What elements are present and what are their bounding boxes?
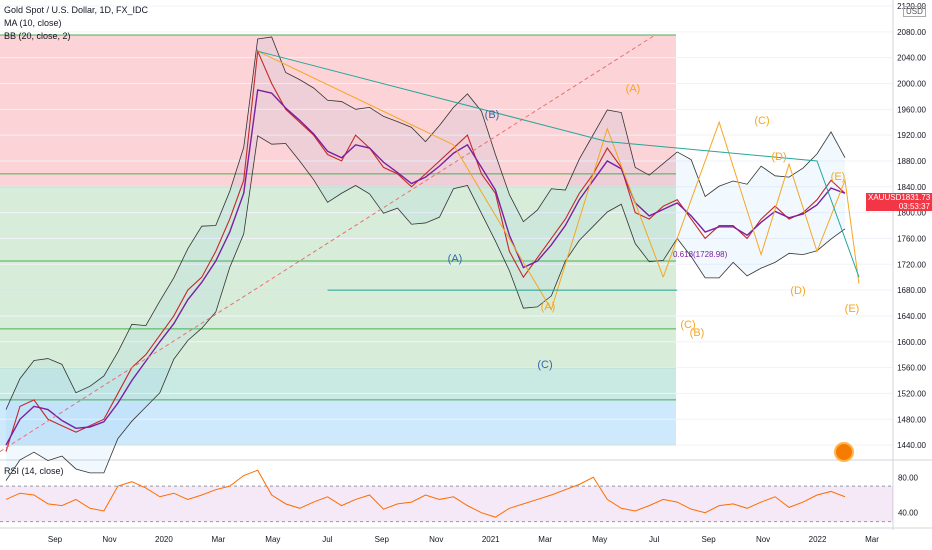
time-tick: May <box>592 535 607 544</box>
time-tick: Jul <box>649 535 659 544</box>
triangle-right <box>607 141 860 278</box>
price-axis[interactable]: 2120.002080.002040.002000.001960.001920.… <box>897 2 926 518</box>
zone-band <box>0 35 676 174</box>
chart-title: Gold Spot / U.S. Dollar, 1D, FX_IDC <box>4 5 149 15</box>
price-tick: 1720.00 <box>897 260 926 269</box>
zone-band <box>0 261 676 291</box>
price-tick: 2000.00 <box>897 79 926 88</box>
price-badge-symbol: XAUUSD <box>868 193 902 202</box>
price-tick: 1440.00 <box>897 441 926 450</box>
zone-band <box>0 173 676 187</box>
price-tick: 2040.00 <box>897 54 926 63</box>
trend-dashed <box>0 34 656 452</box>
price-badge: XAUUSD 1831.73 03:53:37 <box>866 193 932 211</box>
wave-labels: (A)(B)(C)(A)(A)(C)(B)(C)(D)(D)(E)(E)0.61… <box>448 83 860 371</box>
price-tick: 1760.00 <box>897 234 926 243</box>
bb-fill <box>6 36 845 481</box>
zone-band <box>0 186 676 262</box>
rsi-band <box>0 486 893 522</box>
price-tick: 1600.00 <box>897 338 926 347</box>
wave-label: (A) <box>541 301 556 313</box>
price-tick: 1920.00 <box>897 131 926 140</box>
time-tick: Mar <box>212 535 226 544</box>
rsi-tick: 80.00 <box>898 473 919 482</box>
price-tick: 1880.00 <box>897 157 926 166</box>
series-line-0 <box>5 49 846 452</box>
time-tick: 2020 <box>155 535 173 544</box>
price-tick: 1840.00 <box>897 183 926 192</box>
rsi-line <box>5 469 846 518</box>
news-icon[interactable] <box>834 442 854 462</box>
price-tick: 1520.00 <box>897 389 926 398</box>
bb-upper <box>5 36 846 410</box>
price-badge-price: 1831.73 <box>901 193 931 202</box>
fib-label: 0.618(1728.98) <box>673 250 728 259</box>
time-tick: Jul <box>322 535 332 544</box>
wave-label: (D) <box>771 151 786 163</box>
price-tick: 1560.00 <box>897 364 926 373</box>
wave-orange-2 <box>662 120 860 284</box>
elliott-wave-lines <box>0 34 860 452</box>
price-tick: 1800.00 <box>897 209 926 218</box>
bb-lower <box>5 135 846 481</box>
wave-orange-1 <box>257 50 664 311</box>
fibonacci-zones <box>0 35 676 446</box>
time-tick: 2021 <box>482 535 500 544</box>
time-tick: Sep <box>375 535 390 544</box>
currency-badge[interactable]: USD <box>903 6 926 17</box>
rsi-tick: 40.00 <box>898 509 919 518</box>
price-tick: 1960.00 <box>897 105 926 114</box>
price-tick: 2080.00 <box>897 28 926 37</box>
zone-band <box>0 367 676 400</box>
ma-legend[interactable]: MA (10, close) <box>4 18 62 28</box>
rsi-pane <box>0 469 893 523</box>
time-tick: Nov <box>429 535 443 544</box>
time-tick: Nov <box>102 535 116 544</box>
time-tick: Mar <box>865 535 879 544</box>
grid <box>0 0 932 530</box>
rsi-legend[interactable]: RSI (14, close) <box>4 466 64 476</box>
zone-band <box>0 290 676 329</box>
time-tick: Sep <box>701 535 716 544</box>
time-tick: Nov <box>756 535 770 544</box>
time-tick: Mar <box>538 535 552 544</box>
price-series <box>5 49 846 452</box>
bb-legend[interactable]: BB (20, close, 2) <box>4 31 71 41</box>
wave-label: (B) <box>690 327 705 339</box>
zone-band <box>0 328 676 368</box>
bollinger-bands <box>5 36 846 481</box>
time-axis[interactable]: Sep Nov 2020 Mar May Jul Sep Nov 2021 Mar May Jul Se… <box>48 535 879 544</box>
wave-label: (A) <box>448 253 463 265</box>
wave-label: (C) <box>754 115 769 127</box>
wave-label: (C) <box>537 359 552 371</box>
wave-label: (E) <box>831 171 846 183</box>
wave-label: (B) <box>485 109 500 121</box>
wave-label: (E) <box>845 303 860 315</box>
price-tick: 1680.00 <box>897 286 926 295</box>
price-tick: 1480.00 <box>897 415 926 424</box>
triangle-top <box>257 50 608 143</box>
time-tick: 2022 <box>809 535 827 544</box>
time-tick: Sep <box>48 535 63 544</box>
price-tick: 1640.00 <box>897 312 926 321</box>
wave-label: (C) <box>680 319 695 331</box>
wave-label: (A) <box>626 83 641 95</box>
time-tick: May <box>265 535 280 544</box>
price-badge-countdown: 03:53:37 <box>898 202 930 211</box>
series-line-1 <box>5 89 846 446</box>
zone-band <box>0 399 676 446</box>
wave-label: (D) <box>790 285 805 297</box>
